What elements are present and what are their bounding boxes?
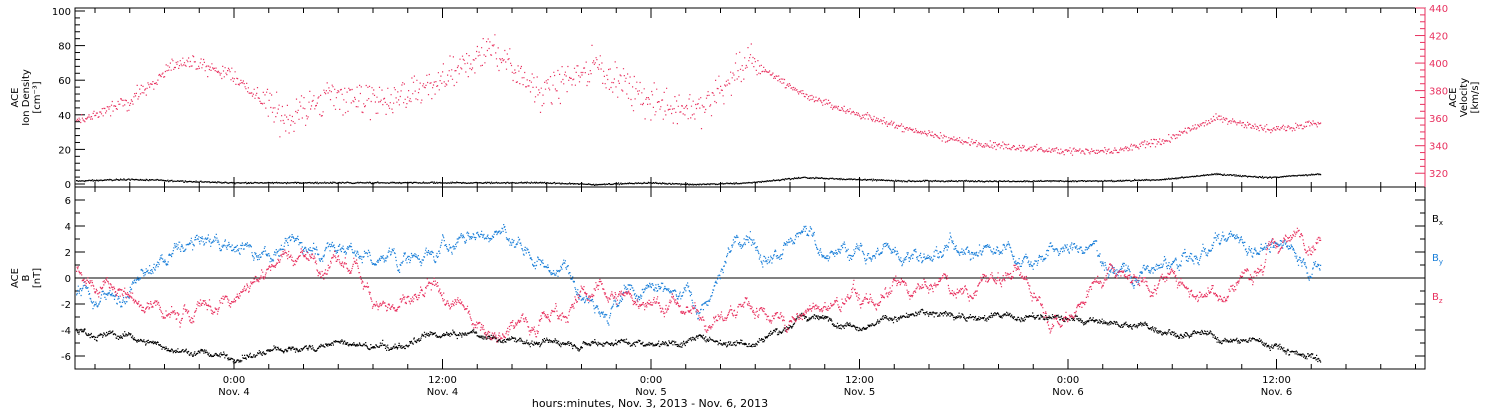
- bottom-left-tick-label: -4: [61, 326, 71, 337]
- top-left-tick-label: 0: [65, 180, 71, 191]
- bottom-left-tick-label: 2: [65, 248, 71, 259]
- bottom-left-tick-label: -6: [61, 352, 71, 363]
- bx-series-points: [76, 308, 1322, 365]
- x-tick-time-label: 12:00: [1262, 375, 1291, 386]
- x-tick-date-label: Nov. 5: [635, 387, 666, 398]
- top-right-axis-title: ACEVelocity[km/s]: [1448, 78, 1481, 117]
- x-tick-date-label: Nov. 5: [844, 387, 875, 398]
- top-left-axis-title: ACEIon Density[cm⁻³]: [10, 69, 43, 126]
- x-tick-time-label: 0:00: [1057, 375, 1079, 386]
- top-right-tick-label: 400: [1429, 59, 1448, 70]
- x-tick-time-label: 12:00: [428, 375, 457, 386]
- bottom-left-tick-label: -2: [61, 300, 71, 311]
- top-left-tick-label: 40: [58, 111, 71, 122]
- x-tick-time-label: 0:00: [640, 375, 662, 386]
- bottom-left-axis-title: ACEB[nT]: [10, 268, 43, 288]
- legend-by: By: [1432, 253, 1443, 266]
- x-tick-date-label: Nov. 4: [427, 387, 458, 398]
- top-left-tick-label: 20: [58, 145, 71, 156]
- x-axis-title: hours:minutes, Nov. 3, 2013 - Nov. 6, 20…: [532, 397, 768, 410]
- top-panel-frame: [74, 7, 1426, 188]
- top-right-tick-label: 380: [1429, 87, 1448, 98]
- x-tick-date-label: Nov. 6: [1261, 387, 1292, 398]
- top-left-tick-label: 80: [58, 42, 71, 53]
- x-tick-time-label: 12:00: [845, 375, 874, 386]
- top-left-tick-label: 100: [52, 7, 71, 18]
- velocity-series-points: [76, 34, 1322, 156]
- bottom-left-tick-label: 6: [65, 196, 71, 207]
- bottom-left-tick-label: 4: [65, 222, 71, 233]
- top-right-tick-label: 320: [1429, 169, 1448, 180]
- bottom-left-tick-label: 0: [65, 274, 71, 285]
- top-right-tick-label: 360: [1429, 114, 1448, 125]
- density-series-points: [76, 172, 1322, 186]
- top-right-tick-label: 440: [1429, 4, 1448, 15]
- x-tick-date-label: Nov. 4: [218, 387, 249, 398]
- legend-bz: Bz: [1432, 292, 1443, 305]
- top-right-tick-label: 340: [1429, 142, 1448, 153]
- x-tick-date-label: Nov. 6: [1052, 387, 1083, 398]
- x-tick-time-label: 0:00: [223, 375, 245, 386]
- legend-bx: Bx: [1432, 214, 1443, 227]
- top-right-tick-label: 420: [1429, 32, 1448, 43]
- top-left-tick-label: 60: [58, 76, 71, 87]
